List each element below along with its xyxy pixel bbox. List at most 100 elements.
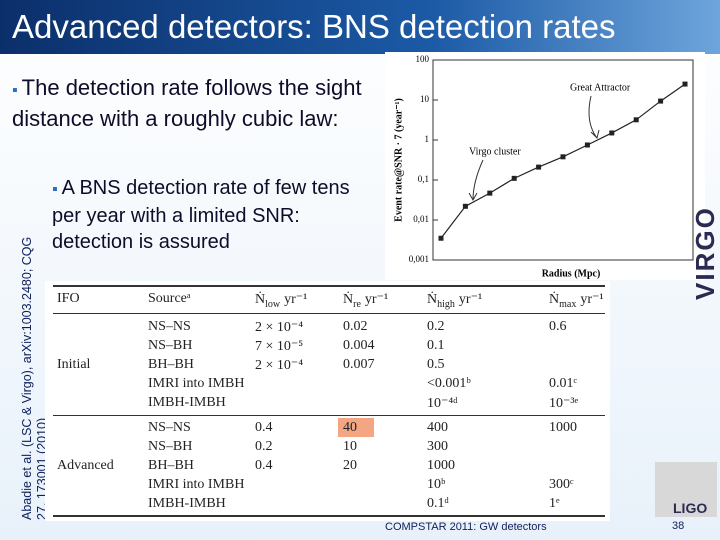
table-cell: IMBH-IMBH (148, 395, 226, 410)
table-cell: 40 (343, 420, 357, 435)
unit: yr⁻¹ (364, 292, 389, 307)
bullet: ▪ The detection rate follows the sight di… (12, 75, 362, 131)
column-header: Ṅre yr⁻¹ (343, 291, 388, 310)
unit: yr⁻¹ (458, 292, 483, 307)
plot-frame (432, 59, 694, 261)
table-cell: 1000 (427, 458, 455, 473)
rule (53, 313, 605, 314)
subscript: low (265, 298, 281, 310)
title: Advanced detectors: BNS detection rates (12, 8, 616, 45)
marker (682, 81, 688, 87)
highlight (338, 418, 374, 437)
marker (584, 142, 590, 148)
table-cell: 10ᵇ (427, 477, 446, 492)
table-cell: 0.4 (255, 420, 273, 435)
symbol: Ṅ (255, 292, 266, 307)
arrow (468, 159, 484, 202)
table-cell: <0.001ᵇ (427, 376, 471, 391)
table-cell: 20 (343, 458, 357, 473)
bullet-text: A BNS detection rate of few tens per yea… (52, 177, 350, 253)
table-cell: 10 (343, 439, 357, 454)
table-cell: 0.6 (549, 319, 567, 334)
marker (609, 130, 615, 136)
logo: LIGO (673, 500, 708, 516)
line (440, 83, 686, 239)
table-cell: BH–BH (148, 357, 194, 372)
table-cell: 2 × 10⁻⁴ (255, 320, 304, 335)
ifo-label: Initial (57, 357, 91, 372)
table-cell: 10⁻³ᵉ (549, 396, 579, 411)
table-cell: 0.004 (343, 338, 375, 353)
table-cell: 300ᶜ (549, 477, 574, 492)
table-cell: 0.1 (427, 338, 445, 353)
y-tick-label: 0,001 (409, 254, 429, 264)
page-number: 38 (672, 520, 685, 532)
y-tick-label: 0,01 (413, 214, 429, 224)
rule (53, 285, 605, 287)
column-header: Ṅmax yr⁻¹ (549, 291, 604, 310)
symbol: Ṅ (549, 292, 560, 307)
table-cell: 0.4 (255, 458, 273, 473)
marker (536, 164, 542, 170)
marker (633, 117, 639, 123)
table-cell: IMBH-IMBH (148, 496, 226, 511)
y-tick-label: 0,1 (418, 174, 429, 184)
table-cell: 0.1ᵈ (427, 496, 449, 511)
symbol: Ṅ (427, 292, 438, 307)
table-cell: 2 × 10⁻⁴ (255, 358, 304, 373)
marker (462, 203, 468, 209)
subscript: high (437, 298, 455, 310)
table-cell: NS–NS (148, 319, 191, 334)
ifo-label: Advanced (57, 458, 114, 473)
chart: 0,001 0,01 0,1 1 10 100 Event rate@SNR · 7 (ye… (393, 54, 694, 279)
rule (53, 515, 605, 517)
unit: yr⁻¹ (580, 292, 604, 307)
unit: yr⁻¹ (284, 292, 308, 307)
table-cell: 0.007 (343, 357, 375, 372)
column-header: Ṅhigh yr⁻¹ (427, 291, 482, 310)
table-cell: 0.2 (255, 439, 273, 454)
marker (487, 190, 493, 196)
chart-panel: 0,001 0,01 0,1 1 10 100 Event rate@SNR · 7 (ye… (385, 52, 705, 280)
symbol: Ṅ (343, 292, 354, 307)
marker (438, 235, 444, 241)
table: IFO Sourceᵃ Ṅlow yr⁻¹ Ṅre yr⁻¹ Ṅhigh yr⁻¹ Ṅmax yr… (45, 281, 610, 521)
table-cell: 400 (427, 420, 448, 435)
table-cell: 7 × 10⁻⁵ (255, 339, 304, 354)
table-cell: 0.02 (343, 319, 368, 334)
table-cell: 1ᵉ (549, 496, 560, 511)
table-cell: BH–BH (148, 458, 194, 473)
column-header: IFO (57, 291, 80, 306)
table-cell: 300 (427, 439, 448, 454)
column-header: Ṅlow yr⁻¹ (255, 291, 307, 310)
table-cell: 0.2 (427, 319, 445, 334)
subscript: max (559, 298, 577, 310)
marker (560, 154, 566, 160)
table-cell: 1000 (549, 420, 577, 435)
marker (658, 98, 664, 104)
arrow (588, 95, 600, 139)
table-cell: IMRI into IMBH (148, 376, 245, 391)
bullet: ▪ A BNS detection rate of few tens per ye… (52, 177, 350, 253)
logo: VIRGO (690, 206, 720, 300)
table-cell: IMRI into IMBH (148, 477, 245, 492)
y-axis-label: Event rate@SNR · 7 (year⁻¹) (393, 98, 404, 222)
table-cell: 10⁻⁴ᵈ (427, 396, 458, 411)
table-cell: 0.5 (427, 357, 445, 372)
subscript: re (353, 298, 361, 310)
table-cell: NS–BH (148, 439, 193, 454)
table-cell: 0.01ᶜ (549, 376, 578, 391)
marker (511, 175, 517, 181)
bullet-text: The detection rate follows the sight dis… (12, 75, 362, 131)
title-bar (0, 0, 720, 54)
annotation: Virgo cluster (469, 146, 521, 157)
footer: COMPSTAR 2011: GW detectors (385, 521, 547, 533)
table-cell: NS–NS (148, 420, 191, 435)
rule (53, 415, 605, 416)
y-tick-label: 10 (420, 94, 430, 104)
y-tick-label: 100 (416, 54, 430, 64)
table-cell: NS–BH (148, 338, 193, 353)
logo-box: LIGO (655, 462, 717, 517)
y-tick-label: 1 (425, 134, 430, 144)
